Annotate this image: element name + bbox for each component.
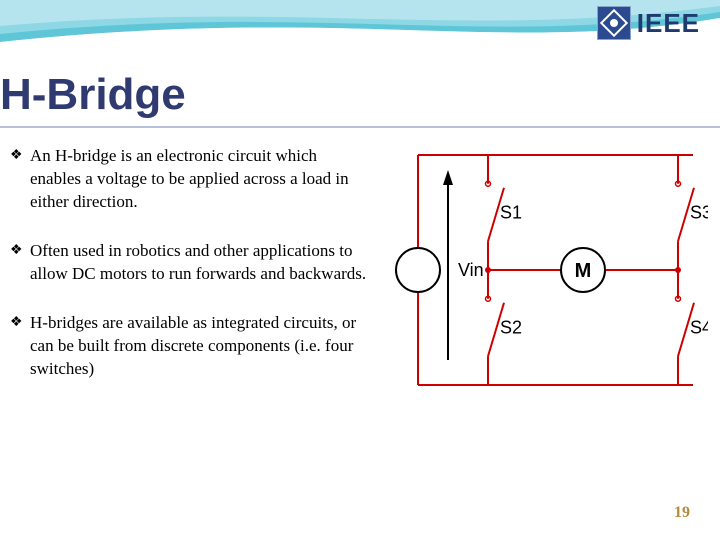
bullet-marker-icon: ❖ <box>10 240 30 286</box>
bullet-marker-icon: ❖ <box>10 312 30 381</box>
list-item: ❖ An H-bridge is an electronic circuit w… <box>10 145 370 214</box>
bullet-text: Often used in robotics and other applica… <box>30 240 370 286</box>
bullet-text: An H-bridge is an electronic circuit whi… <box>30 145 370 214</box>
bullet-list: ❖ An H-bridge is an electronic circuit w… <box>0 145 370 407</box>
ieee-diamond-icon <box>597 6 631 40</box>
ieee-logo: IEEE <box>597 6 700 40</box>
page-number: 19 <box>674 504 690 522</box>
svg-text:M: M <box>575 260 592 282</box>
title-underline <box>0 126 720 128</box>
list-item: ❖ H-bridges are available as integrated … <box>10 312 370 381</box>
page-title: H-Bridge <box>0 70 186 120</box>
svg-text:S1: S1 <box>500 203 522 223</box>
ieee-logo-text: IEEE <box>637 8 700 39</box>
svg-text:S3: S3 <box>690 203 708 223</box>
bullet-text: H-bridges are available as integrated ci… <box>30 312 370 381</box>
hbridge-circuit-diagram: Vin S1 S3 S2 S4 M <box>378 145 708 395</box>
bullet-marker-icon: ❖ <box>10 145 30 214</box>
svg-text:S2: S2 <box>500 318 522 338</box>
svg-text:Vin: Vin <box>458 260 484 280</box>
svg-text:S4: S4 <box>690 318 708 338</box>
content-area: ❖ An H-bridge is an electronic circuit w… <box>0 145 720 407</box>
list-item: ❖ Often used in robotics and other appli… <box>10 240 370 286</box>
